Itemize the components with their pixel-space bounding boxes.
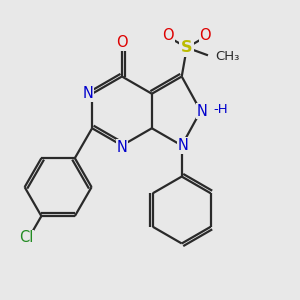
- Text: S: S: [181, 40, 193, 55]
- Text: N: N: [178, 138, 189, 153]
- Text: O: O: [163, 28, 174, 43]
- Text: CH₃: CH₃: [215, 50, 240, 63]
- Text: O: O: [200, 28, 211, 43]
- Text: N: N: [197, 103, 208, 118]
- Text: -H: -H: [213, 103, 228, 116]
- Text: N: N: [83, 86, 94, 101]
- Text: O: O: [116, 35, 128, 50]
- Text: Cl: Cl: [19, 230, 34, 245]
- Text: N: N: [116, 140, 128, 155]
